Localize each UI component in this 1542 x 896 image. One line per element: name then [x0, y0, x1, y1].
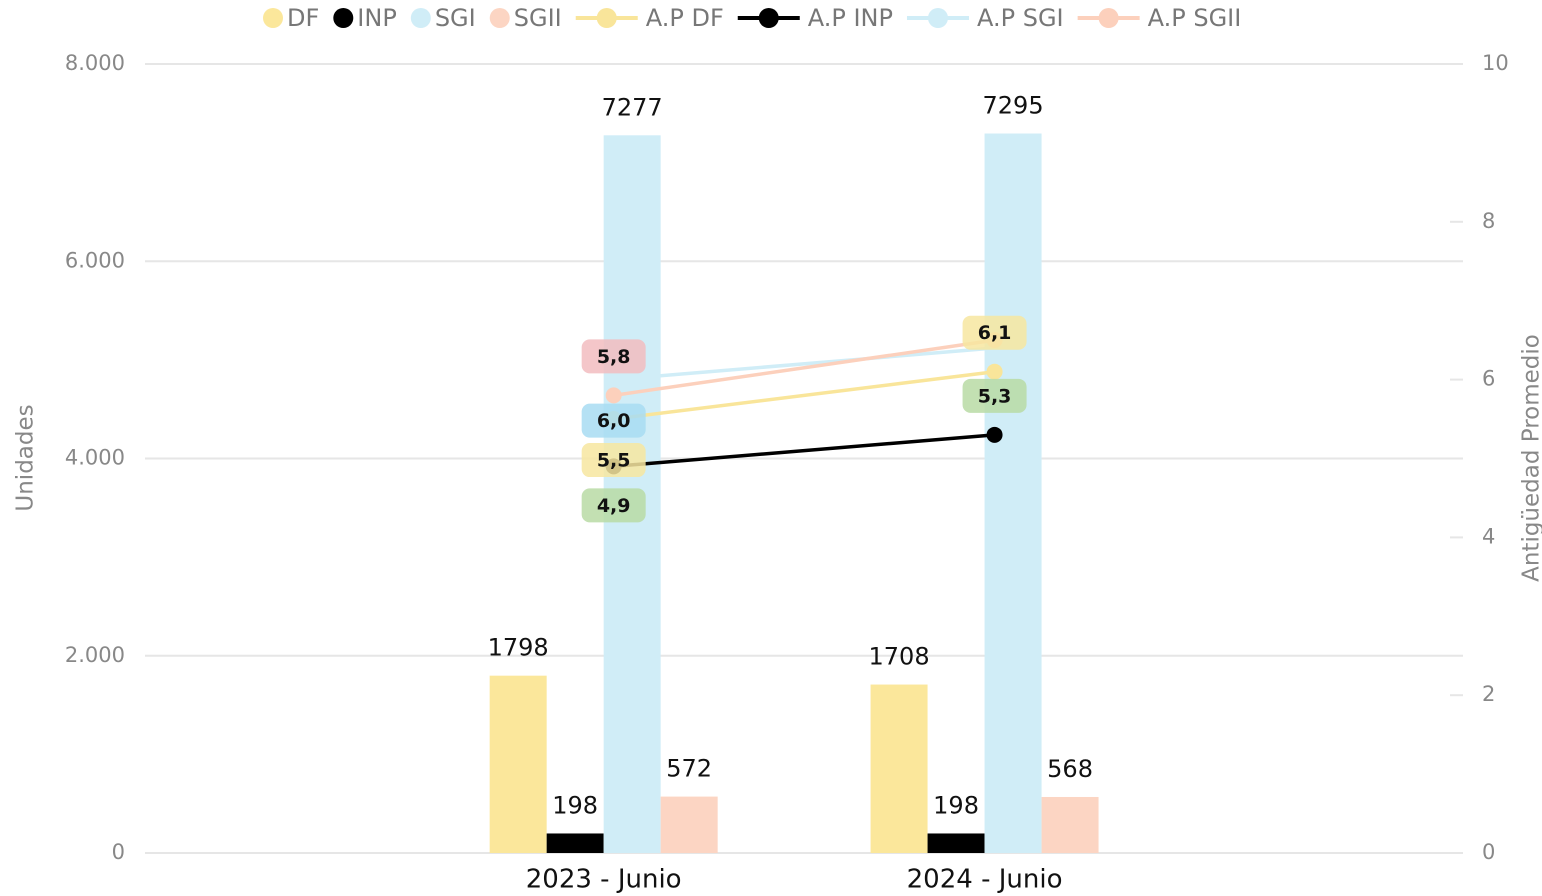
legend-marker: [489, 8, 510, 28]
bar-value-label: 198: [552, 791, 598, 819]
y-tick-label: 4.000: [65, 446, 125, 470]
y-tick-label: 2.000: [65, 643, 125, 667]
data-label: 5,3: [978, 385, 1012, 407]
legend-label: SGII: [514, 4, 562, 32]
x-tick-label: 2023 - Junio: [526, 865, 682, 895]
y2-tick-label: 8: [1482, 209, 1495, 233]
data-label: 6,0: [597, 410, 631, 432]
legend-marker: [927, 8, 948, 28]
bar: [984, 133, 1042, 853]
line-point: [986, 363, 1003, 380]
data-label: 4,9: [597, 495, 631, 517]
legend-label: INP: [357, 4, 397, 32]
legend-marker: [596, 8, 617, 28]
data-label-box: [581, 443, 646, 478]
bar-value-label: 7295: [983, 92, 1044, 120]
line-point: [986, 426, 1003, 443]
y2-tick-label: 6: [1482, 367, 1495, 391]
legend-marker: [758, 8, 779, 28]
y-tick-label: 8.000: [65, 51, 125, 75]
y2-tick-label: 10: [1482, 51, 1509, 75]
y2-axis-title: Antigüedad Promedio: [1519, 334, 1542, 582]
data-label: 5,5: [597, 450, 631, 472]
data-label-box: [962, 378, 1027, 413]
bar: [489, 675, 547, 853]
bar: [927, 833, 985, 853]
bar-value-label: 198: [933, 791, 979, 819]
bar: [1041, 796, 1099, 853]
bar-value-label: 1708: [869, 643, 930, 671]
data-label-box: [581, 339, 646, 374]
line-point: [605, 387, 622, 404]
data-label: 6,1: [978, 322, 1012, 344]
line: [613, 433, 995, 469]
bar: [546, 833, 604, 853]
bar: [870, 684, 928, 853]
y-tick-label: 0: [112, 840, 125, 864]
bar-value-label: 572: [666, 755, 712, 783]
data-label-box: [962, 315, 1027, 350]
legend-label: A.P DF: [646, 4, 724, 32]
data-label-box: [581, 403, 646, 438]
legend-marker: [263, 8, 283, 28]
y2-tick-label: 2: [1482, 682, 1495, 706]
line: [613, 338, 995, 398]
line: [613, 346, 995, 382]
y-axis-title: Unidades: [13, 404, 39, 511]
data-label-box: [581, 488, 646, 523]
bar-value-label: 7277: [602, 93, 663, 121]
legend-marker: [410, 8, 431, 28]
legend-label: SGI: [435, 4, 476, 32]
bar-value-label: 568: [1047, 755, 1093, 783]
legend-marker: [333, 8, 354, 28]
legend-label: A.P SGI: [977, 4, 1064, 32]
legend-marker: [1098, 8, 1119, 28]
legend-label: A.P SGII: [1148, 4, 1242, 32]
legend-label: DF: [287, 4, 319, 32]
legend-label: A.P INP: [808, 4, 893, 32]
y2-tick-label: 4: [1482, 524, 1495, 548]
x-tick-label: 2024 - Junio: [907, 865, 1063, 895]
line: [613, 369, 995, 421]
bar: [660, 796, 718, 853]
data-label: 5,8: [597, 346, 631, 368]
y2-tick-label: 0: [1482, 840, 1495, 864]
y-tick-label: 6.000: [65, 248, 125, 272]
line-point: [605, 371, 622, 388]
bar-value-label: 1798: [488, 634, 549, 662]
